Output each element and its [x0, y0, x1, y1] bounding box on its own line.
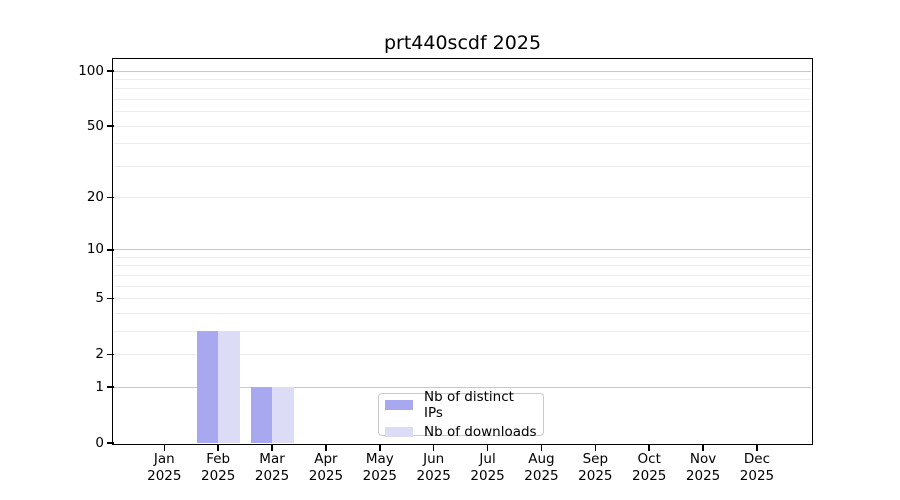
plot-area [112, 58, 813, 445]
x-tick-mark [217, 444, 219, 451]
minor-gridline [114, 99, 811, 101]
legend-row-distinct-ips: Nb of distinct IPs [385, 389, 537, 421]
legend-label-downloads: Nb of downloads [424, 424, 537, 440]
x-tick-mark [594, 444, 597, 451]
x-tick-mark [432, 444, 435, 451]
x-tick-mark [486, 444, 489, 451]
y-tick-label: 20 [86, 189, 104, 206]
x-tick-mark [702, 444, 704, 451]
x-tick-label: Dec 2025 [739, 451, 775, 484]
minor-gridline [114, 265, 811, 267]
x-tick-mark [163, 444, 166, 451]
minor-gridline [114, 298, 811, 300]
legend-label-distinct-ips: Nb of distinct IPs [424, 389, 514, 421]
y-tick-mark [107, 196, 114, 199]
minor-gridline [114, 353, 811, 355]
chart-title: prt440scdf 2025 [383, 32, 542, 54]
minor-gridline [114, 274, 811, 276]
y-tick-mark [107, 125, 114, 127]
x-tick-mark [325, 444, 327, 451]
x-tick-label: Jun 2025 [416, 451, 451, 484]
legend: Nb of distinct IPs Nb of downloads [378, 389, 544, 440]
bar-distinct-ips [196, 331, 219, 443]
y-tick-label: 0 [95, 434, 104, 451]
x-tick-mark [271, 444, 273, 451]
x-tick-label: Aug 2025 [524, 451, 559, 484]
minor-gridline [114, 88, 811, 90]
x-tick-label: Nov 2025 [685, 451, 721, 484]
minor-gridline [114, 285, 811, 287]
minor-gridline [114, 111, 811, 113]
x-tick-mark [648, 444, 650, 451]
y-tick-mark [107, 386, 114, 388]
y-tick-mark [107, 353, 114, 356]
y-tick-label: 5 [95, 290, 104, 307]
x-tick-label: Oct 2025 [632, 451, 667, 484]
legend-swatch-downloads [385, 427, 413, 437]
x-tick-label: Apr 2025 [308, 451, 344, 484]
y-tick-label: 1 [95, 378, 104, 395]
legend-row-downloads: Nb of downloads [385, 424, 537, 440]
y-tick-label: 50 [86, 117, 104, 134]
x-tick-mark [540, 444, 543, 451]
major-gridline [114, 386, 811, 388]
major-gridline [114, 249, 811, 251]
x-tick-label: May 2025 [362, 451, 397, 484]
x-tick-label: Jul 2025 [470, 451, 505, 484]
minor-gridline [114, 312, 811, 314]
major-gridline [114, 70, 811, 72]
minor-gridline [114, 330, 811, 332]
minor-gridline [114, 143, 811, 145]
bar-distinct-ips [250, 387, 273, 443]
y-tick-mark [107, 70, 114, 72]
x-tick-label: Jan 2025 [147, 451, 182, 484]
y-tick-label: 100 [78, 62, 104, 79]
minor-gridline [114, 125, 811, 127]
legend-swatch-distinct-ips [385, 400, 413, 410]
y-tick-label: 2 [95, 345, 104, 362]
minor-gridline [114, 197, 811, 199]
minor-gridline [114, 165, 811, 167]
x-tick-label: Feb 2025 [200, 451, 236, 484]
minor-gridline [114, 256, 811, 258]
bar-downloads [218, 331, 240, 443]
x-tick-label: Sep 2025 [578, 451, 613, 484]
y-tick-mark [107, 249, 114, 251]
y-tick-mark [107, 442, 114, 444]
minor-gridline [114, 79, 811, 81]
y-tick-label: 10 [86, 241, 104, 258]
x-tick-mark [756, 444, 758, 451]
bar-downloads [272, 387, 294, 443]
y-tick-mark [107, 297, 114, 300]
x-tick-mark [379, 444, 381, 451]
x-tick-label: Mar 2025 [254, 451, 290, 484]
